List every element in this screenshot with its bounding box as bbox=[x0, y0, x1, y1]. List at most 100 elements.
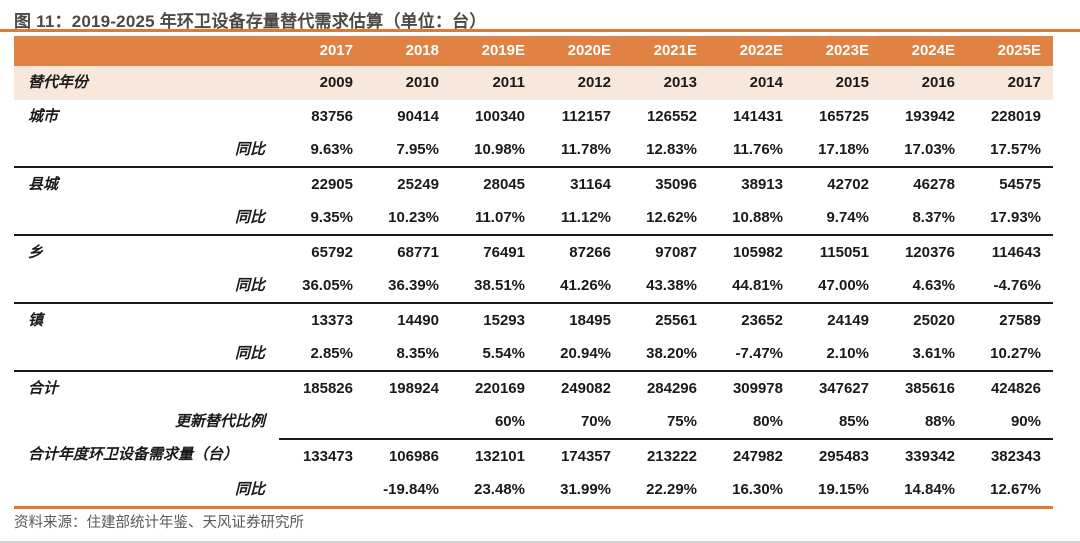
row-label: 县城 bbox=[28, 176, 59, 193]
table-cell: 75% bbox=[666, 413, 697, 430]
header-cell-year: 2021E bbox=[653, 42, 697, 59]
table-cell: 11.07% bbox=[474, 209, 525, 226]
table-cell: 2016 bbox=[921, 74, 955, 91]
table-cell: 90414 bbox=[397, 108, 439, 125]
table-cell: 100340 bbox=[474, 108, 525, 125]
header-cell-year: 2024E bbox=[911, 42, 955, 59]
table-cell: 106986 bbox=[365, 438, 451, 473]
table-cell: -7.47% bbox=[735, 345, 783, 362]
row-label: 替代年份 bbox=[28, 74, 89, 91]
table-cell: 25561 bbox=[655, 312, 697, 329]
table-rows: 替代年份 2009 2010 2011 2012 2013 2014 2015 2016 201… bbox=[14, 66, 1053, 506]
table-cell: 2.10% bbox=[826, 345, 869, 362]
table-cell: 17.18% bbox=[818, 141, 869, 158]
table-cell: 70% bbox=[580, 413, 611, 430]
row-label: 同比 bbox=[234, 481, 265, 498]
table-cell: 8.35% bbox=[396, 345, 439, 362]
table-cell: 97087 bbox=[655, 244, 697, 261]
figure-title: 图 11：2019-2025 年环卫设备存量替代需求估算（单位：台） bbox=[14, 12, 487, 31]
table-cell: 22.29% bbox=[646, 481, 697, 498]
table-cell: 80% bbox=[752, 413, 783, 430]
table-row: 合计 185826 198924 220169 249082 284296 309978 3… bbox=[14, 372, 1053, 405]
table-cell bbox=[279, 473, 365, 506]
table-cell: 247982 bbox=[709, 438, 795, 473]
table-cell: 105982 bbox=[732, 244, 783, 261]
table-row: 同比 2.85% 8.35% 5.54% 20.94% 38.20% -7.47% 2.10… bbox=[14, 337, 1053, 372]
table-row: 合计年度环卫设备需求量（台） 133473 106986 132101 174357 2… bbox=[14, 438, 1053, 473]
table-cell: 27589 bbox=[999, 312, 1041, 329]
table-cell: -4.76% bbox=[993, 277, 1041, 294]
table-cell: 36.39% bbox=[388, 277, 439, 294]
table-cell: 3.61% bbox=[912, 345, 955, 362]
table-cell: 28045 bbox=[483, 176, 525, 193]
table-cell: 25249 bbox=[397, 176, 439, 193]
row-label: 乡 bbox=[28, 244, 44, 261]
table-cell: 54575 bbox=[999, 176, 1041, 193]
table-cell: 25020 bbox=[913, 312, 955, 329]
table-row: 同比 9.35% 10.23% 11.07% 11.12% 12.62% 10.88% 9.… bbox=[14, 201, 1053, 236]
table-cell: 10.98% bbox=[474, 141, 525, 158]
table-cell bbox=[365, 405, 451, 438]
table-cell: 120376 bbox=[904, 244, 955, 261]
table-cell: 249082 bbox=[560, 380, 611, 397]
table-cell: 126552 bbox=[646, 108, 697, 125]
table-cell: 23.48% bbox=[474, 481, 525, 498]
table-cell: 10.88% bbox=[732, 209, 783, 226]
table-cell: 9.35% bbox=[310, 209, 353, 226]
table-row: 替代年份 2009 2010 2011 2012 2013 2014 2015 2016 201… bbox=[14, 66, 1053, 100]
row-label: 合计年度环卫设备需求量（台） bbox=[28, 446, 239, 463]
table-cell: 41.26% bbox=[560, 277, 611, 294]
table-cell: 47.00% bbox=[818, 277, 869, 294]
table-cell: 15293 bbox=[483, 312, 525, 329]
table-cell: 2015 bbox=[835, 74, 869, 91]
table-row: 乡 65792 68771 76491 87266 97087 105982 115051 1… bbox=[14, 236, 1053, 269]
table-row: 同比 36.05% 36.39% 38.51% 41.26% 43.38% 44.81% 4… bbox=[14, 269, 1053, 304]
table-cell: 2017 bbox=[1007, 74, 1041, 91]
table-cell: 35096 bbox=[655, 176, 697, 193]
table-row: 镇 13373 14490 15293 18495 25561 23652 24149 250… bbox=[14, 304, 1053, 337]
row-label: 城市 bbox=[28, 108, 59, 125]
table-cell: 347627 bbox=[818, 380, 869, 397]
row-label: 镇 bbox=[28, 312, 44, 329]
table-cell: 46278 bbox=[913, 176, 955, 193]
header-cell-empty bbox=[14, 36, 279, 66]
table-cell: 14.84% bbox=[904, 481, 955, 498]
table-cell: 2011 bbox=[492, 74, 525, 91]
table-row: 同比 -19.84% 23.48% 31.99% 22.29% 16.30% 19.15%… bbox=[14, 473, 1053, 506]
table-cell: 309978 bbox=[732, 380, 783, 397]
table-cell: 132101 bbox=[451, 438, 537, 473]
table-cell: 2013 bbox=[663, 74, 697, 91]
table-cell: 382343 bbox=[967, 438, 1053, 473]
table-cell: 24149 bbox=[827, 312, 869, 329]
table-cell: 11.12% bbox=[560, 209, 611, 226]
table-cell: 339342 bbox=[881, 438, 967, 473]
table-cell: 8.37% bbox=[912, 209, 955, 226]
table-cell: 83756 bbox=[311, 108, 353, 125]
table-cell: 424826 bbox=[990, 380, 1041, 397]
table-cell: 44.81% bbox=[732, 277, 783, 294]
table-cell: 18495 bbox=[569, 312, 611, 329]
table-cell bbox=[279, 405, 365, 438]
table-cell: 22905 bbox=[311, 176, 353, 193]
table-cell: 4.63% bbox=[912, 277, 955, 294]
table-cell: 68771 bbox=[397, 244, 439, 261]
table-cell: 7.95% bbox=[396, 141, 439, 158]
table-cell: 10.27% bbox=[990, 345, 1041, 362]
table-cell: 284296 bbox=[646, 380, 697, 397]
table-cell: 31164 bbox=[570, 176, 611, 193]
header-cell-year: 2017 bbox=[319, 42, 353, 59]
table-cell: 17.93% bbox=[990, 209, 1041, 226]
table-cell: 193942 bbox=[904, 108, 955, 125]
table-cell: 295483 bbox=[795, 438, 881, 473]
table-cell: 10.23% bbox=[388, 209, 439, 226]
table-cell: 11.76% bbox=[732, 141, 783, 158]
table-cell: 90% bbox=[1010, 413, 1041, 430]
table-cell: 141431 bbox=[732, 108, 783, 125]
table-row: 同比 9.63% 7.95% 10.98% 11.78% 12.83% 11.76% 17.… bbox=[14, 133, 1053, 168]
table-cell: 65792 bbox=[311, 244, 353, 261]
table-cell: 165725 bbox=[818, 108, 869, 125]
table-cell: 60% bbox=[494, 413, 525, 430]
table-cell: 76491 bbox=[483, 244, 525, 261]
table-cell: 12.62% bbox=[646, 209, 697, 226]
table-cell: 38.51% bbox=[474, 277, 525, 294]
